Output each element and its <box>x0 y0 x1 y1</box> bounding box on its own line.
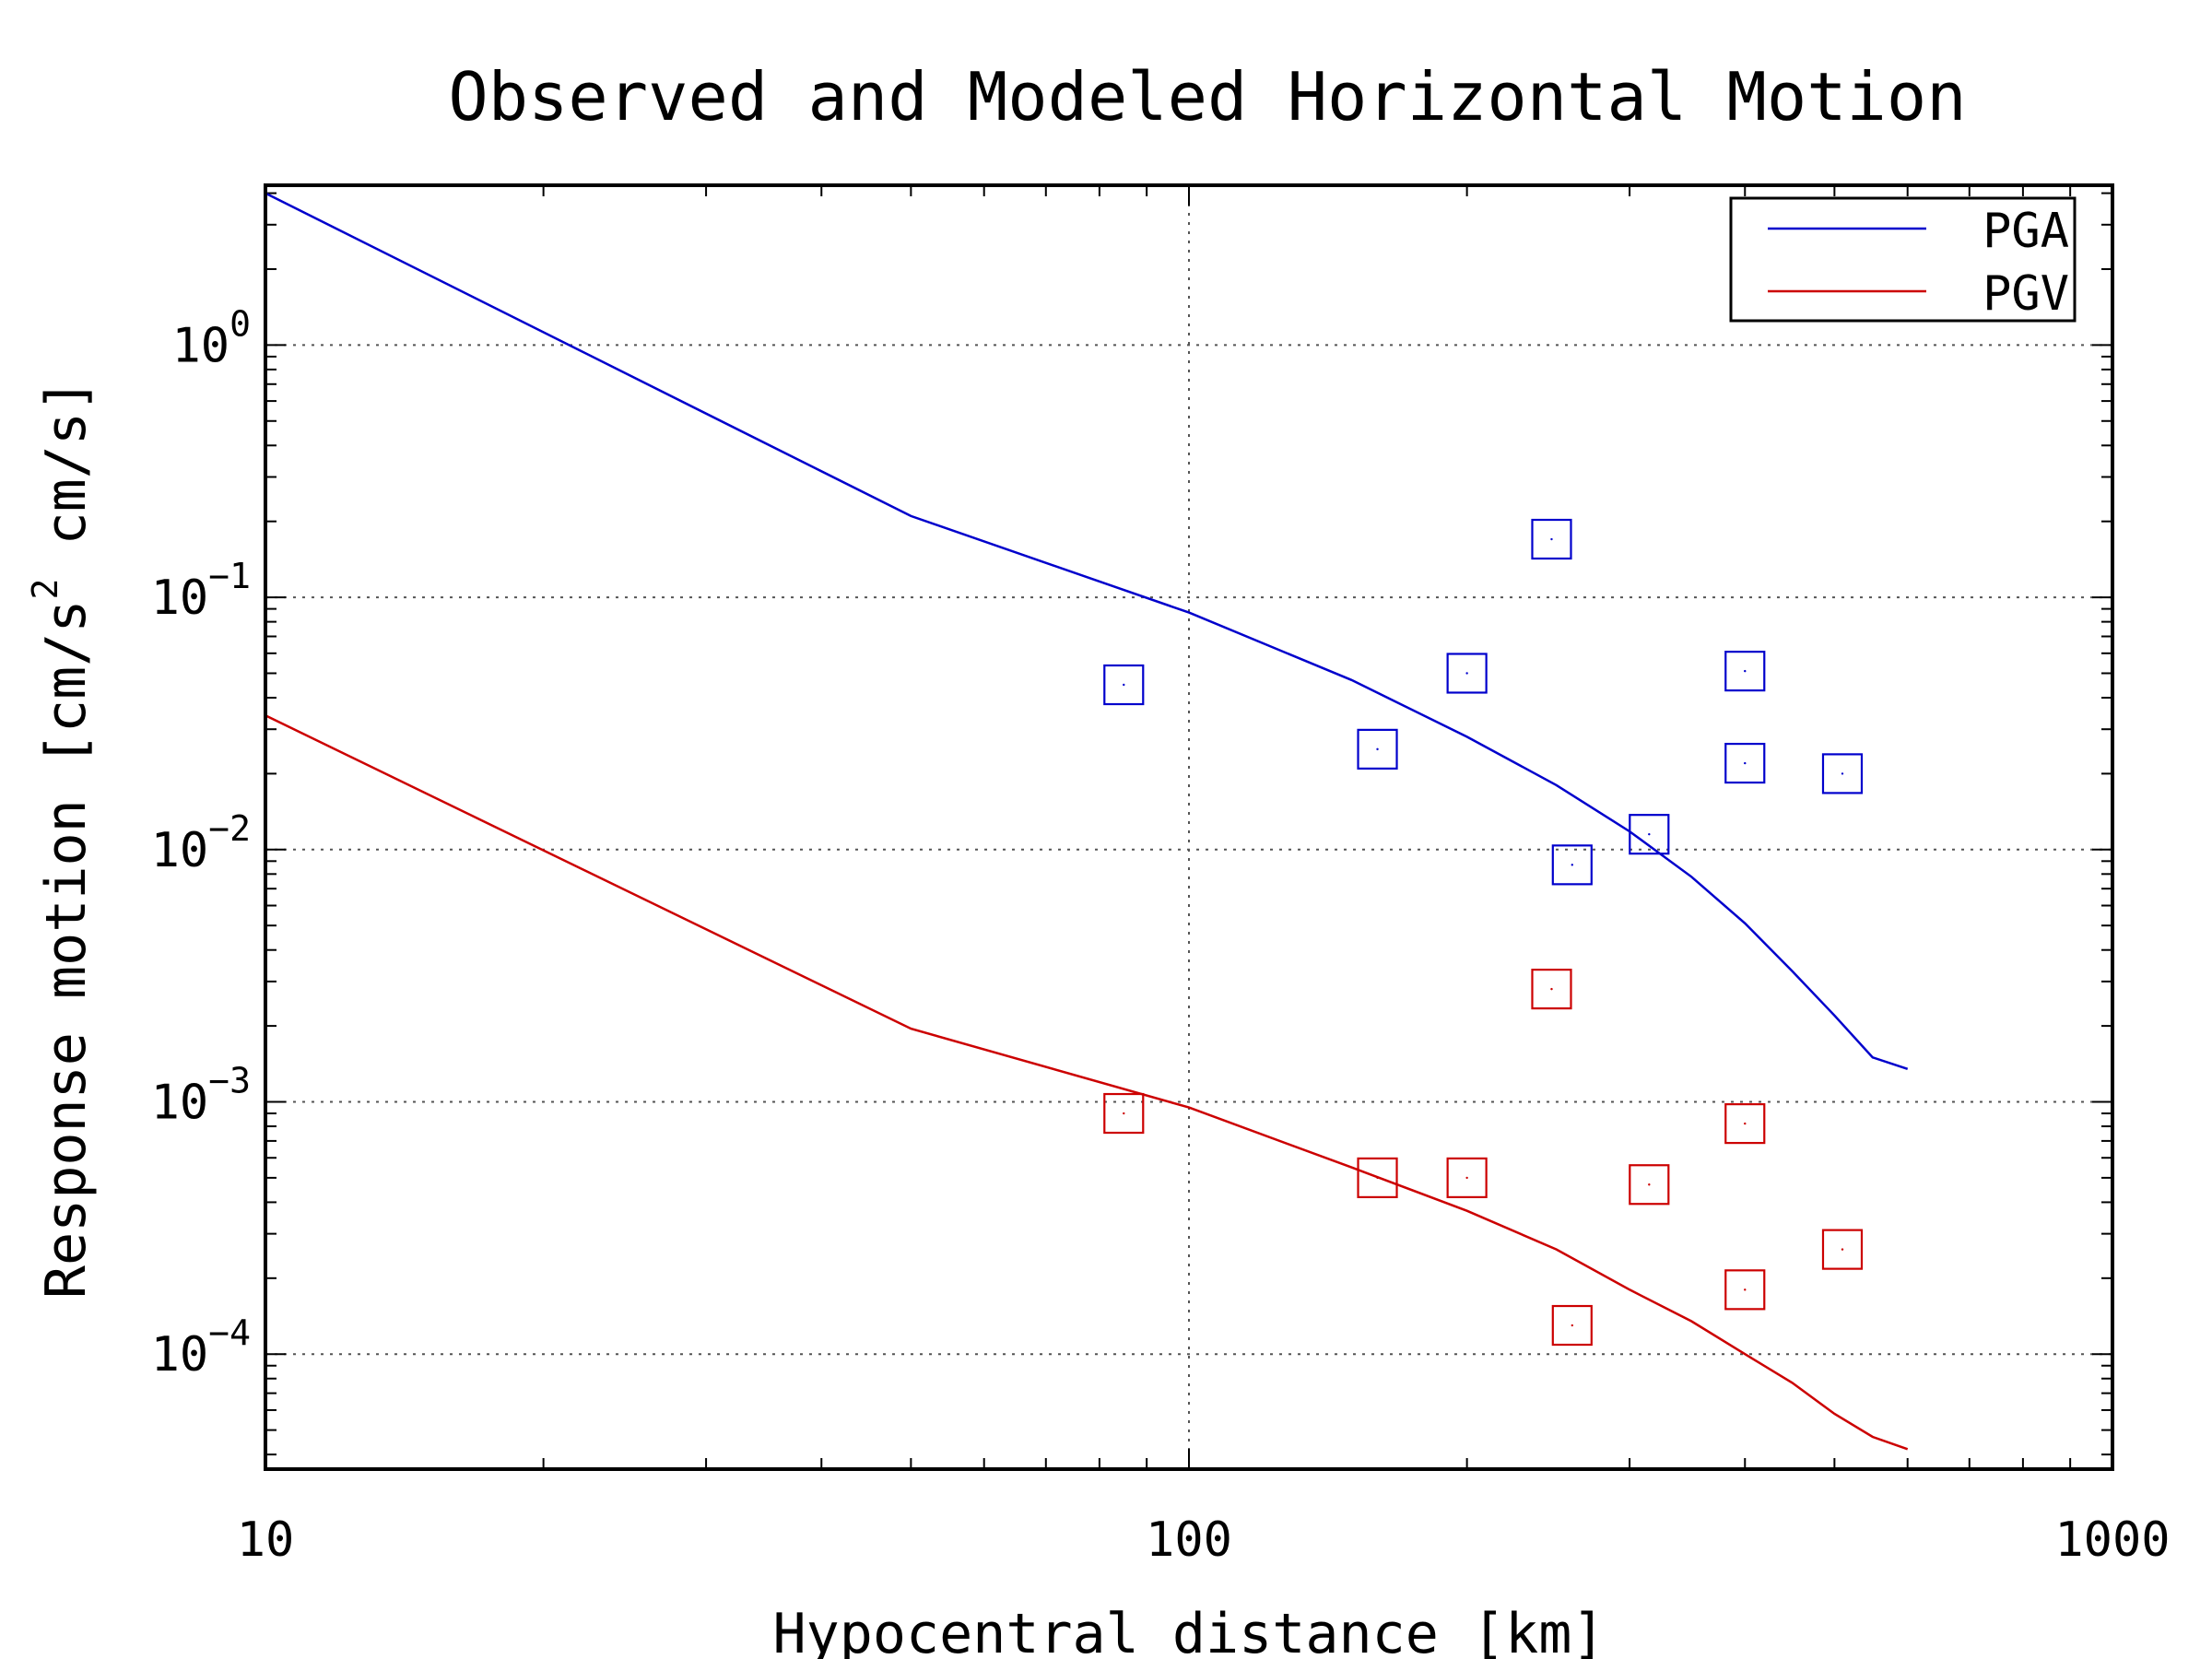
pgv-observed-dot <box>1376 1176 1379 1180</box>
pgv-observed-dot <box>1550 987 1553 991</box>
pga-observed-point <box>1446 653 1488 694</box>
y-tick-label: 10−4 <box>151 1312 251 1382</box>
pgv-observed-dot <box>1744 1122 1747 1125</box>
pgv-observed-point <box>1629 1164 1670 1206</box>
y-axis-label-sup: 2 <box>25 579 65 600</box>
pgv-observed-point <box>1446 1157 1488 1198</box>
pgv-observed-dot <box>1571 1324 1574 1327</box>
pga-observed-point <box>1551 844 1593 886</box>
pgv-model-line <box>265 714 1909 1451</box>
y-tick-label: 10−2 <box>151 808 251 878</box>
y-tick-label: 100 <box>171 303 251 373</box>
pga-observed-dot <box>1744 761 1747 765</box>
pga-observed-point <box>1103 664 1145 706</box>
y-tick-labels: 100 10−1 10−2 10−3 10−4 <box>151 303 251 1382</box>
pgv-observed-point <box>1724 1269 1766 1311</box>
plot-frame <box>264 183 2114 1471</box>
pga-observed-dot <box>1648 832 1651 836</box>
series-pgv <box>265 714 1909 1451</box>
x-tick-label: 1000 <box>2054 1512 2170 1568</box>
pga-observed-point <box>1724 651 1766 692</box>
pga-observed-dot <box>1465 672 1468 675</box>
pgv-observed-point <box>1531 969 1572 1010</box>
pga-observed-point <box>1357 728 1398 770</box>
pgv-observed-point <box>1724 1102 1766 1145</box>
pga-observed-point <box>1531 518 1572 560</box>
pgv-observed-point <box>1551 1304 1593 1347</box>
pga-observed-dot <box>1550 537 1553 541</box>
pgv-observed-dot <box>1648 1183 1651 1186</box>
legend: PGA PGV <box>1729 196 2077 323</box>
pga-observed-dot <box>1123 683 1125 687</box>
pga-model-line <box>265 192 1909 1070</box>
y-axis-label: Response motion [cm/s2 cm/s] <box>25 379 99 1299</box>
pgv-observed-point <box>1357 1157 1398 1198</box>
x-tick-label: 100 <box>1146 1512 1232 1568</box>
pga-observed-point <box>1629 814 1670 855</box>
pga-observed-dot <box>1841 772 1844 775</box>
legend-label-pgv: PGV <box>1983 266 2069 322</box>
legend-label-pga: PGA <box>1983 204 2069 259</box>
legend-box <box>1729 196 2077 323</box>
pga-observed-dot <box>1744 669 1747 673</box>
pgv-observed-point <box>1821 1229 1864 1270</box>
x-tick-labels: 10 100 1000 <box>237 1512 2171 1568</box>
pgv-observed-dot <box>1744 1288 1747 1291</box>
grid <box>265 185 2112 1469</box>
pgv-observed-dot <box>1465 1176 1468 1180</box>
pga-observed-dot <box>1571 864 1574 866</box>
pgv-observed-point <box>1103 1092 1145 1135</box>
pga-observed-dot <box>1376 747 1379 751</box>
y-tick-label: 10−3 <box>151 1061 251 1131</box>
y-tick-label: 10−1 <box>151 556 251 626</box>
x-axis-label: Hypocentral distance [km] <box>772 1602 1605 1659</box>
pga-observed-point <box>1724 742 1766 784</box>
series-layer <box>265 192 1909 1451</box>
pgv-observed-dot <box>1841 1248 1844 1251</box>
series-pga <box>265 192 1909 1070</box>
y-axis-label-suffix: cm/s] <box>34 379 99 579</box>
axis-ticks <box>265 185 2113 1469</box>
x-tick-label: 10 <box>237 1512 295 1568</box>
chart-title: Observed and Modeled Horizontal Motion <box>448 58 1966 135</box>
pgv-observed-dot <box>1123 1112 1125 1115</box>
pga-observed-point <box>1821 753 1864 794</box>
y-axis-label-prefix: Response motion [cm/s <box>34 600 99 1300</box>
